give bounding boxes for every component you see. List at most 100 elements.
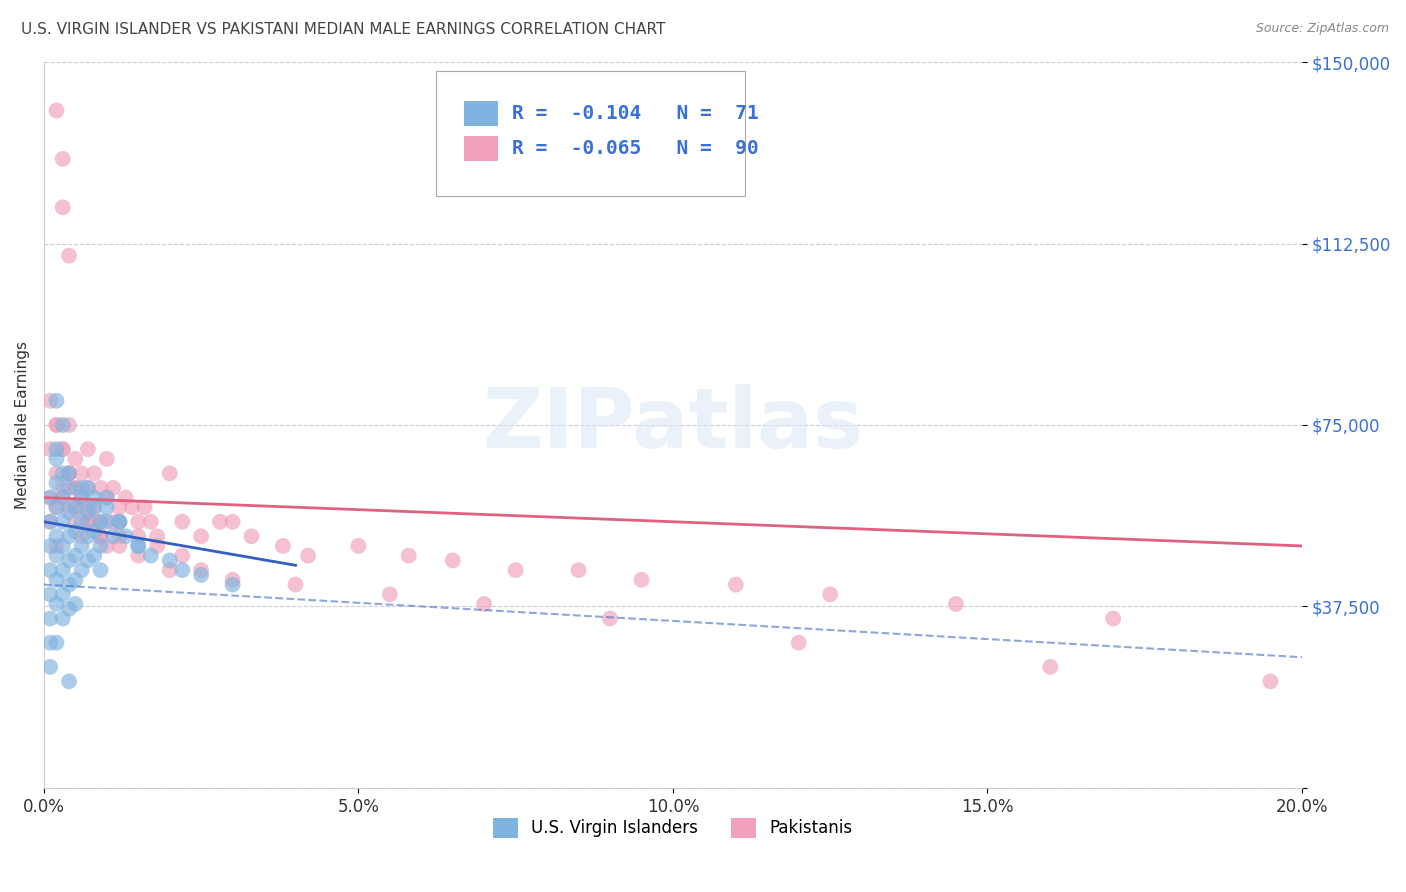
Point bbox=[159, 467, 181, 481]
Point bbox=[208, 515, 231, 529]
Point bbox=[70, 467, 93, 481]
Point bbox=[108, 539, 131, 553]
Point bbox=[114, 529, 136, 543]
Point bbox=[70, 481, 93, 495]
Point bbox=[39, 393, 62, 408]
Point bbox=[45, 393, 67, 408]
Point bbox=[96, 515, 118, 529]
Point bbox=[221, 515, 243, 529]
Point bbox=[65, 451, 87, 466]
Point bbox=[146, 539, 169, 553]
Point bbox=[96, 451, 118, 466]
Point bbox=[45, 500, 67, 515]
Point bbox=[724, 577, 747, 591]
Point bbox=[65, 515, 87, 529]
Point bbox=[101, 515, 124, 529]
Point bbox=[378, 587, 401, 601]
Point bbox=[52, 442, 75, 457]
Point bbox=[89, 515, 111, 529]
Point bbox=[172, 549, 194, 563]
Point bbox=[945, 597, 967, 611]
Point bbox=[139, 515, 162, 529]
Point bbox=[190, 563, 212, 577]
Text: R =  -0.104   N =  71: R = -0.104 N = 71 bbox=[512, 103, 758, 123]
Point bbox=[58, 467, 80, 481]
Point bbox=[1102, 611, 1125, 625]
Point bbox=[347, 539, 370, 553]
Point bbox=[65, 524, 87, 539]
Point bbox=[58, 529, 80, 543]
Point bbox=[52, 491, 75, 505]
Point bbox=[39, 660, 62, 674]
Point bbox=[101, 481, 124, 495]
Point bbox=[108, 515, 131, 529]
Point bbox=[146, 529, 169, 543]
Point bbox=[77, 529, 100, 543]
Point bbox=[83, 515, 105, 529]
Point bbox=[52, 563, 75, 577]
Point bbox=[65, 597, 87, 611]
Text: U.S. VIRGIN ISLANDER VS PAKISTANI MEDIAN MALE EARNINGS CORRELATION CHART: U.S. VIRGIN ISLANDER VS PAKISTANI MEDIAN… bbox=[21, 22, 665, 37]
Text: ZIPatlas: ZIPatlas bbox=[482, 384, 863, 466]
Point bbox=[45, 573, 67, 587]
Point bbox=[83, 500, 105, 515]
Point bbox=[567, 563, 589, 577]
Point bbox=[52, 200, 75, 214]
Point bbox=[83, 491, 105, 505]
Point bbox=[65, 481, 87, 495]
Point bbox=[505, 563, 527, 577]
Point bbox=[77, 505, 100, 519]
Point bbox=[39, 515, 62, 529]
Point bbox=[96, 491, 118, 505]
Point bbox=[221, 573, 243, 587]
Point bbox=[52, 515, 75, 529]
Point bbox=[52, 152, 75, 166]
Point bbox=[398, 549, 420, 563]
Point bbox=[58, 553, 80, 567]
Point bbox=[58, 500, 80, 515]
Point bbox=[45, 549, 67, 563]
Point bbox=[58, 467, 80, 481]
Point bbox=[45, 597, 67, 611]
Point bbox=[190, 529, 212, 543]
Point bbox=[108, 515, 131, 529]
Point bbox=[127, 549, 149, 563]
Point bbox=[159, 553, 181, 567]
Point bbox=[52, 491, 75, 505]
Point bbox=[39, 539, 62, 553]
Text: Source: ZipAtlas.com: Source: ZipAtlas.com bbox=[1256, 22, 1389, 36]
Point bbox=[77, 515, 100, 529]
Point bbox=[58, 417, 80, 432]
Point bbox=[441, 553, 464, 567]
Point bbox=[77, 442, 100, 457]
Point bbox=[127, 539, 149, 553]
Point bbox=[121, 500, 143, 515]
Point bbox=[818, 587, 841, 601]
Point bbox=[172, 515, 194, 529]
Point bbox=[77, 553, 100, 567]
Point bbox=[52, 611, 75, 625]
Point bbox=[65, 549, 87, 563]
Point bbox=[45, 539, 67, 553]
Point bbox=[240, 529, 263, 543]
Y-axis label: Median Male Earnings: Median Male Earnings bbox=[15, 341, 30, 509]
Text: R =  -0.065   N =  90: R = -0.065 N = 90 bbox=[512, 139, 758, 159]
Point bbox=[599, 611, 621, 625]
Point bbox=[96, 491, 118, 505]
Point bbox=[45, 451, 67, 466]
Point bbox=[70, 563, 93, 577]
Point bbox=[39, 491, 62, 505]
Point bbox=[58, 249, 80, 263]
Point bbox=[45, 417, 67, 432]
Point bbox=[127, 529, 149, 543]
Point bbox=[89, 539, 111, 553]
Point bbox=[190, 568, 212, 582]
Point bbox=[39, 636, 62, 650]
Point bbox=[89, 481, 111, 495]
Point bbox=[159, 563, 181, 577]
Point bbox=[96, 539, 118, 553]
Point bbox=[39, 442, 62, 457]
Point bbox=[101, 529, 124, 543]
Point bbox=[172, 563, 194, 577]
Point bbox=[45, 529, 67, 543]
